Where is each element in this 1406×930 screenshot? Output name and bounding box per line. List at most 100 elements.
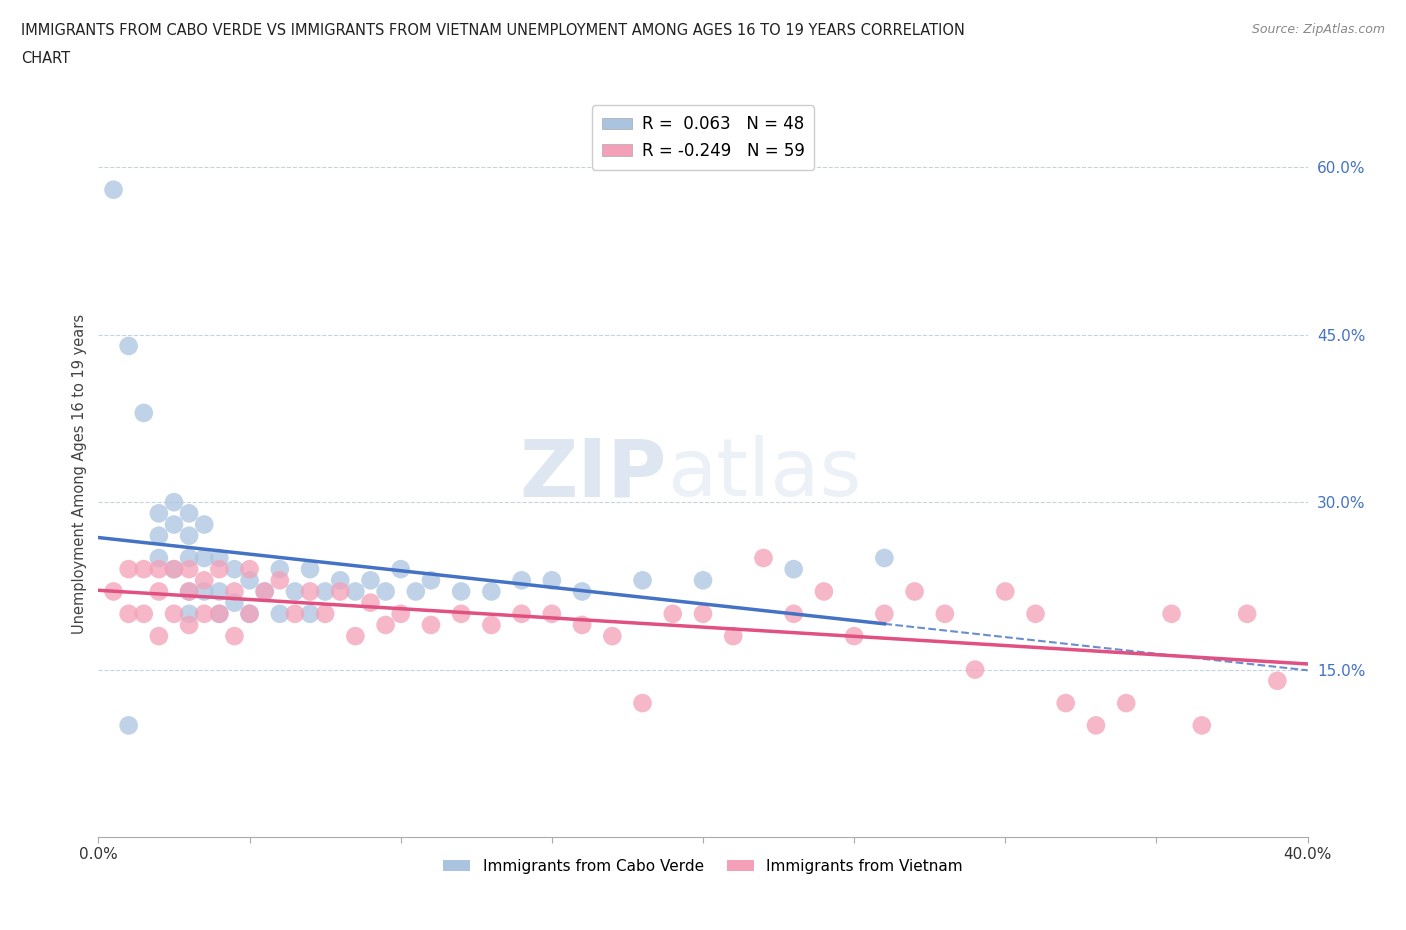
Point xyxy=(253,584,276,599)
Point xyxy=(783,606,806,621)
Point xyxy=(420,618,443,632)
Point xyxy=(752,551,775,565)
Point xyxy=(148,562,170,577)
Point xyxy=(163,495,186,510)
Point xyxy=(314,584,336,599)
Point xyxy=(540,573,562,588)
Point xyxy=(360,595,382,610)
Point xyxy=(374,618,396,632)
Point xyxy=(208,606,231,621)
Point xyxy=(148,528,170,543)
Legend: Immigrants from Cabo Verde, Immigrants from Vietnam: Immigrants from Cabo Verde, Immigrants f… xyxy=(437,853,969,880)
Point xyxy=(208,606,231,621)
Point xyxy=(179,528,201,543)
Point xyxy=(208,584,231,599)
Point xyxy=(692,573,714,588)
Point xyxy=(179,551,201,565)
Point xyxy=(179,618,201,632)
Point xyxy=(239,606,262,621)
Point xyxy=(118,562,141,577)
Point xyxy=(344,584,367,599)
Point xyxy=(631,573,654,588)
Point xyxy=(873,606,896,621)
Point xyxy=(510,606,533,621)
Point xyxy=(994,584,1017,599)
Point xyxy=(193,606,215,621)
Point xyxy=(1054,696,1077,711)
Point xyxy=(873,551,896,565)
Point xyxy=(360,573,382,588)
Point xyxy=(284,606,307,621)
Text: atlas: atlas xyxy=(666,435,860,513)
Point xyxy=(239,573,262,588)
Point xyxy=(692,606,714,621)
Point xyxy=(118,718,141,733)
Point xyxy=(389,562,412,577)
Point xyxy=(344,629,367,644)
Point xyxy=(481,618,503,632)
Point xyxy=(374,584,396,599)
Point xyxy=(208,562,231,577)
Point xyxy=(389,606,412,621)
Point xyxy=(329,573,352,588)
Point xyxy=(602,629,624,644)
Point xyxy=(224,595,246,610)
Point xyxy=(1267,673,1289,688)
Point xyxy=(299,562,322,577)
Point xyxy=(132,562,155,577)
Point xyxy=(163,562,186,577)
Point xyxy=(844,629,866,644)
Y-axis label: Unemployment Among Ages 16 to 19 years: Unemployment Among Ages 16 to 19 years xyxy=(72,314,87,634)
Point xyxy=(163,517,186,532)
Point xyxy=(179,506,201,521)
Point xyxy=(329,584,352,599)
Point xyxy=(299,584,322,599)
Point xyxy=(179,584,201,599)
Point xyxy=(540,606,562,621)
Point xyxy=(965,662,987,677)
Point xyxy=(813,584,835,599)
Point xyxy=(661,606,683,621)
Point xyxy=(208,551,231,565)
Point xyxy=(904,584,927,599)
Point xyxy=(269,573,291,588)
Point xyxy=(631,696,654,711)
Point xyxy=(420,573,443,588)
Point xyxy=(148,584,170,599)
Point xyxy=(1115,696,1137,711)
Text: CHART: CHART xyxy=(21,51,70,66)
Point xyxy=(284,584,307,599)
Point xyxy=(132,405,155,420)
Point xyxy=(118,606,141,621)
Point xyxy=(179,562,201,577)
Point xyxy=(103,584,125,599)
Point xyxy=(193,517,215,532)
Point xyxy=(148,551,170,565)
Point xyxy=(1024,606,1046,621)
Point xyxy=(179,584,201,599)
Point xyxy=(224,562,246,577)
Point xyxy=(450,606,472,621)
Point xyxy=(118,339,141,353)
Point xyxy=(571,618,593,632)
Point xyxy=(132,606,155,621)
Point xyxy=(934,606,956,621)
Point xyxy=(1191,718,1213,733)
Point xyxy=(1085,718,1108,733)
Point xyxy=(723,629,745,644)
Point xyxy=(103,182,125,197)
Text: ZIP: ZIP xyxy=(519,435,666,513)
Point xyxy=(1160,606,1182,621)
Point xyxy=(224,584,246,599)
Point xyxy=(148,506,170,521)
Point xyxy=(450,584,472,599)
Point xyxy=(269,562,291,577)
Point xyxy=(783,562,806,577)
Text: IMMIGRANTS FROM CABO VERDE VS IMMIGRANTS FROM VIETNAM UNEMPLOYMENT AMONG AGES 16: IMMIGRANTS FROM CABO VERDE VS IMMIGRANTS… xyxy=(21,23,965,38)
Point xyxy=(193,584,215,599)
Text: Source: ZipAtlas.com: Source: ZipAtlas.com xyxy=(1251,23,1385,36)
Point xyxy=(224,629,246,644)
Point xyxy=(163,606,186,621)
Point xyxy=(510,573,533,588)
Point xyxy=(163,562,186,577)
